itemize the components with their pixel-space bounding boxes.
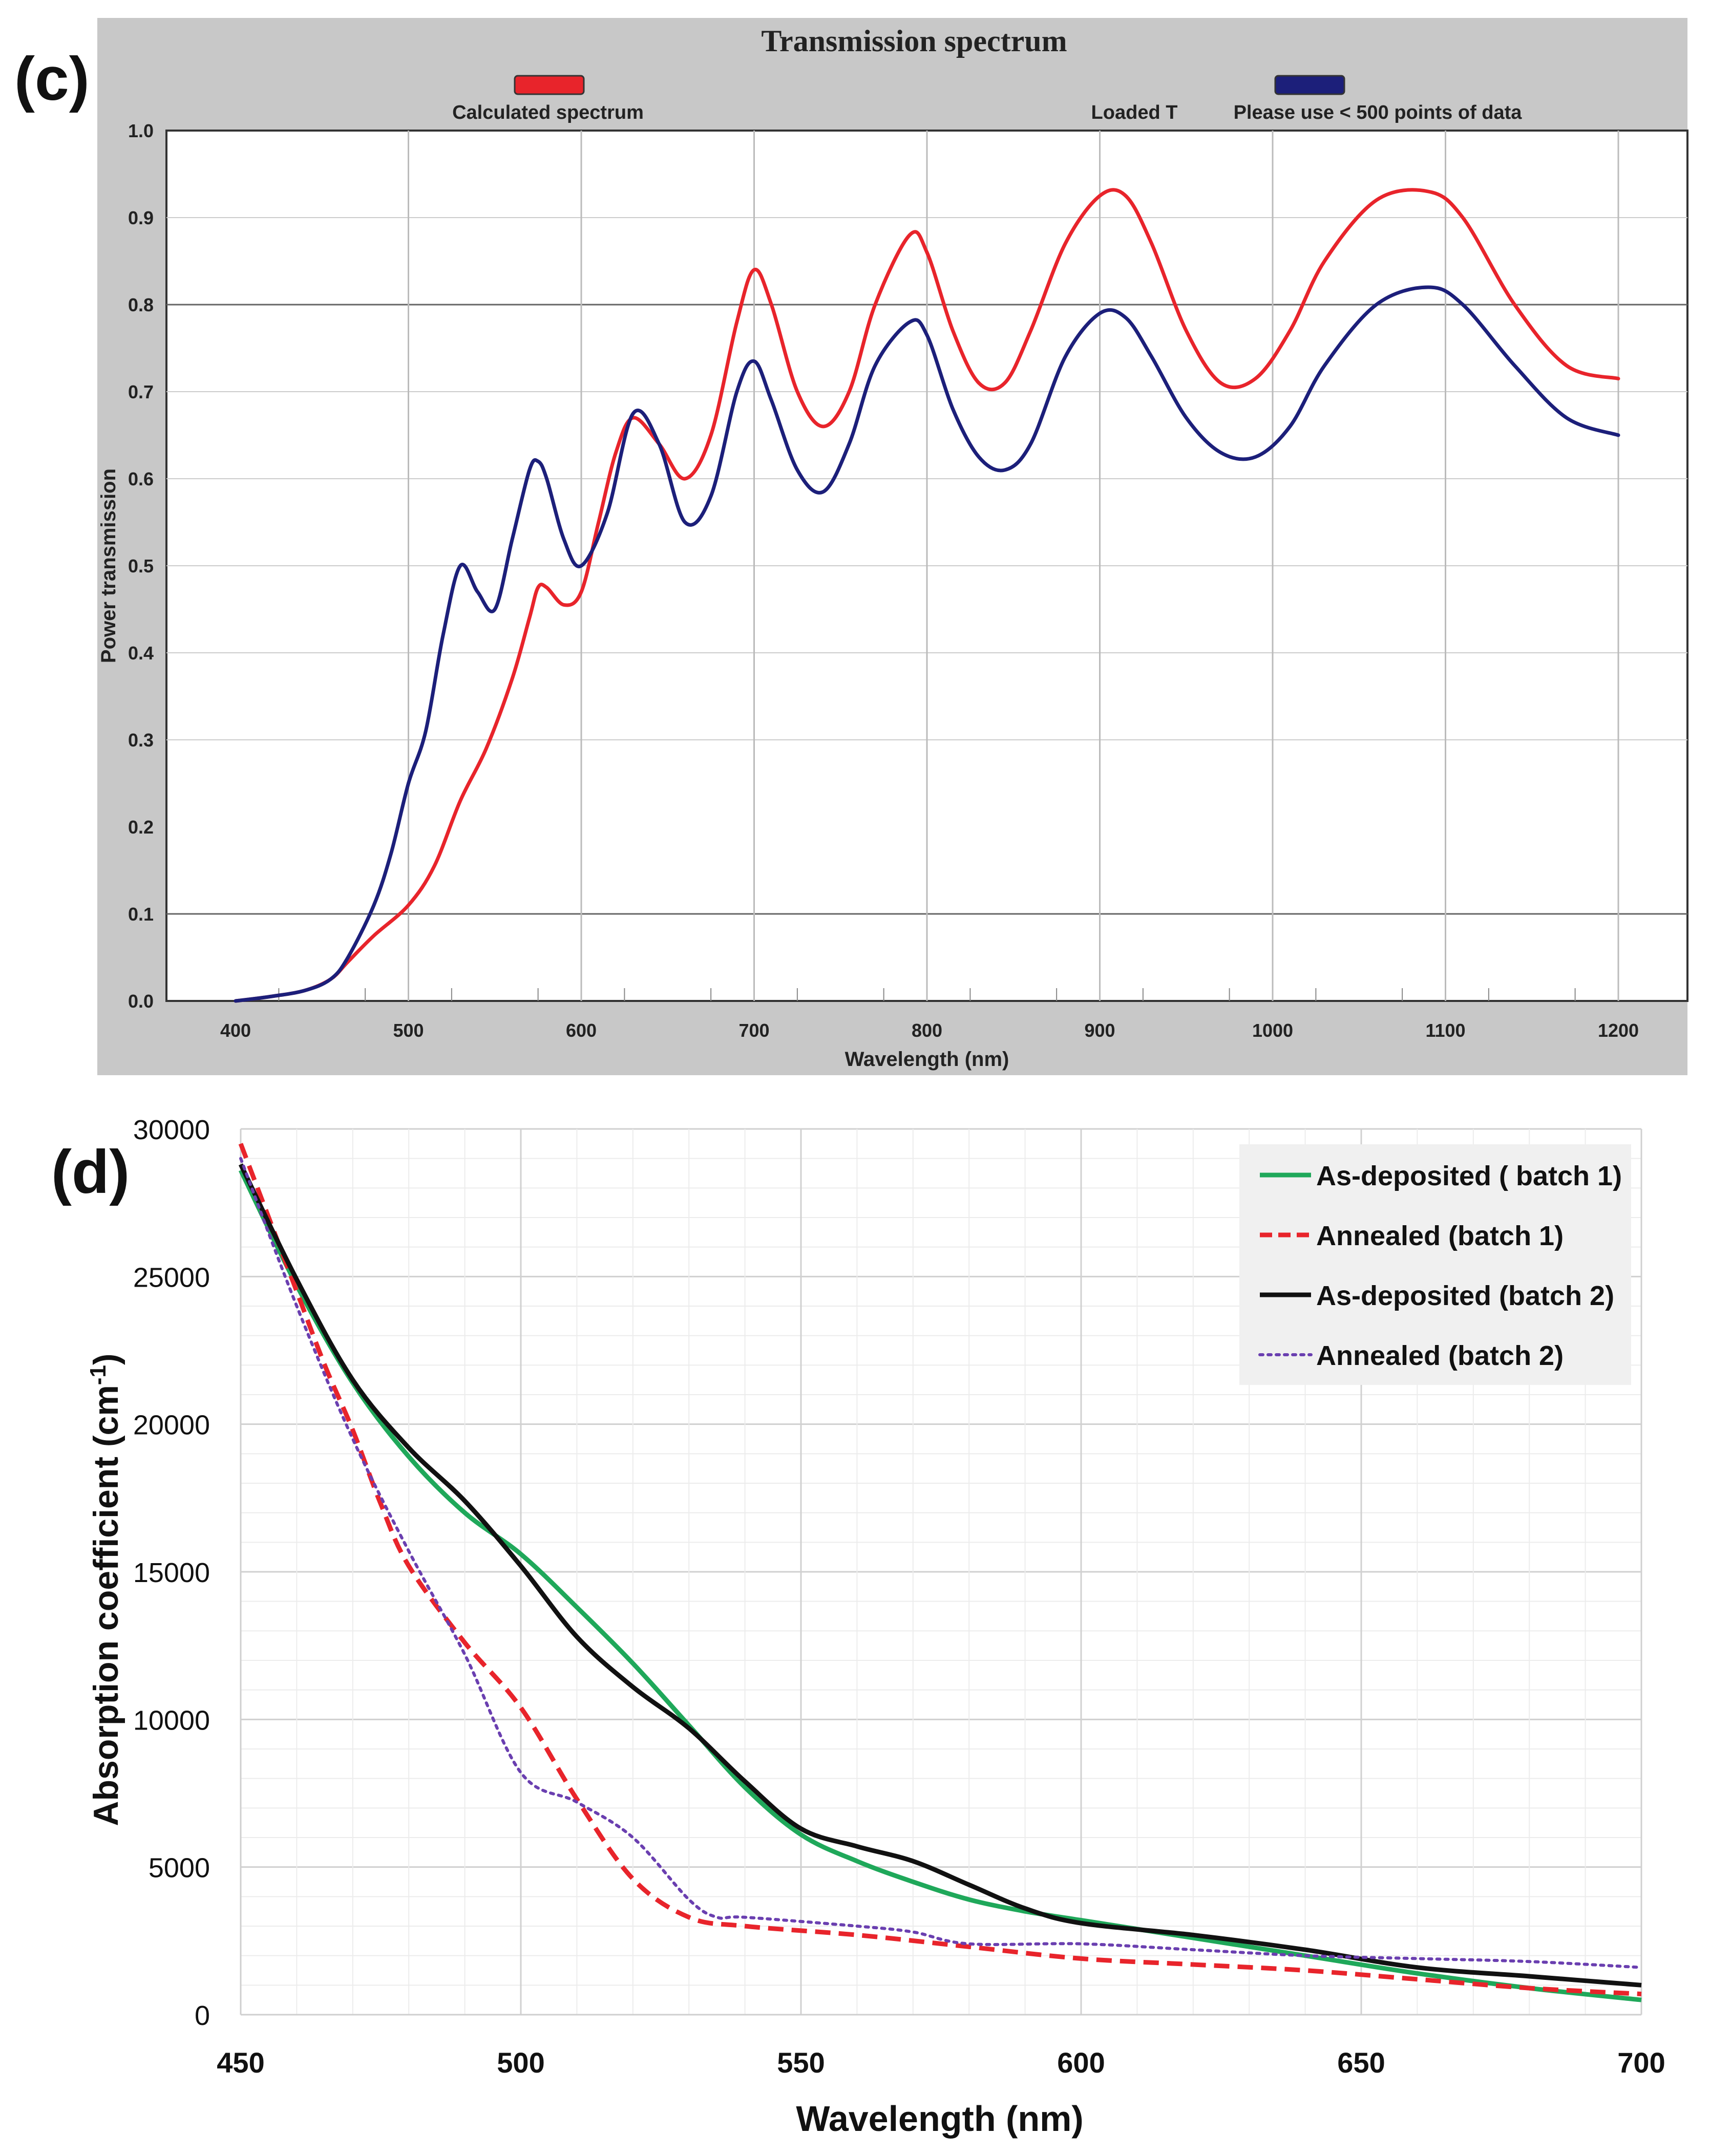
y-tick-label: 0.8 [128,294,154,315]
y-tick-label: 0.0 [128,991,154,1012]
grid [166,131,1687,1001]
x-tick-label: 450 [217,2046,264,2079]
y-axis-title: Power transmission [97,468,120,663]
x-tick-label: 400 [220,1020,251,1041]
grid [240,1128,1642,2016]
legend-swatch-loaded [1274,75,1345,95]
y-tick-label: 0.5 [128,556,154,577]
x-tick-labels: 450 500 550 600 650 700 [217,2046,1665,2079]
panel-label-c: (c) [14,45,90,113]
panel-label-d: (d) [51,1138,130,1206]
y-tick-label: 20000 [133,1410,210,1441]
x-tick-label: 1100 [1425,1020,1465,1041]
x-tick-label: 500 [497,2046,544,2079]
chart-title: Transmission spectrum [761,24,1067,58]
y-tick-labels: 0.0 0.1 0.2 0.3 0.4 0.5 0.6 0.7 0.8 0.9 1.0 [128,120,154,1012]
y-tick-label: 25000 [133,1262,210,1293]
legend: As-deposited ( batch 1) Annealed (batch 1… [1239,1144,1631,1385]
legend-label: As-deposited (batch 2) [1316,1280,1614,1311]
x-tick-label: 500 [393,1020,424,1041]
series-line-loaded [234,285,1620,1003]
x-tick-label: 900 [1084,1020,1115,1041]
y-tick-label: 0.7 [128,381,154,402]
y-tick-label: 0.3 [128,730,154,751]
y-tick-label: 30000 [133,1115,210,1145]
x-tick-label: 1000 [1252,1020,1293,1041]
transmission-chart: 0.0 0.1 0.2 0.3 0.4 0.5 0.6 0.7 0.8 0.9 1.0 400 500… [14,18,1688,1075]
y-axis-title-sup: -1 [86,1365,111,1385]
x-axis-title: Wavelength (nm) [845,1048,1009,1071]
chart-header [97,18,1687,131]
y-tick-label: 0.4 [128,643,154,664]
series-group [238,1143,1643,2002]
series-line-2 [238,1163,1642,1988]
y-tick-label: 10000 [133,1705,210,1736]
legend-label: As-deposited ( batch 1) [1316,1161,1622,1191]
y-tick-label: 0.6 [128,468,154,489]
x-tick-label: 800 [912,1020,942,1041]
y-tick-label: 0.2 [128,817,154,838]
x-tick-label: 1200 [1598,1020,1639,1041]
y-tick-label: 0.9 [128,207,154,228]
y-axis-title-main: Absorption coefficient (cm [87,1385,125,1826]
series-line-calculated [234,188,1620,1003]
series-line-3 [239,1157,1643,1969]
y-axis-title-end: ) [87,1353,125,1365]
y-tick-label: 1.0 [128,120,154,141]
legend-label: Annealed (batch 2) [1316,1340,1564,1371]
absorption-chart: 0 5000 10000 15000 20000 25000 30000 450 500 550… [51,1115,1665,2139]
x-tick-label: 700 [1617,2046,1665,2079]
legend-label-loaded: Loaded T [1091,102,1178,123]
y-tick-label: 5000 [149,1853,210,1884]
series-group [234,188,1620,1003]
x-tick-label: 700 [738,1020,769,1041]
x-tick-label: 650 [1337,2046,1385,2079]
x-tick-labels: 400 500 600 700 800 900 1000 1100 1200 [220,1020,1639,1041]
x-tick-label: 550 [777,2046,825,2079]
y-tick-label: 0.1 [128,904,154,925]
y-tick-label: 15000 [133,1557,210,1588]
legend-entries: As-deposited ( batch 1) Annealed (batch 1… [1258,1161,1622,1371]
legend-note: Please use < 500 points of data [1234,102,1523,123]
x-tick-label: 600 [1057,2046,1105,2079]
legend-box [1239,1144,1631,1385]
legend-swatch-calculated [514,75,585,95]
y-tick-label: 0 [195,2000,210,2031]
y-axis-title: Absorption coefficient (cm-1) [86,1353,126,1826]
x-axis-title: Wavelength (nm) [796,2099,1083,2139]
legend-label-calculated: Calculated spectrum [452,102,644,123]
y-tick-labels: 0 5000 10000 15000 20000 25000 30000 [133,1115,210,2031]
legend-label: Annealed (batch 1) [1316,1221,1564,1251]
x-tick-label: 600 [566,1020,597,1041]
